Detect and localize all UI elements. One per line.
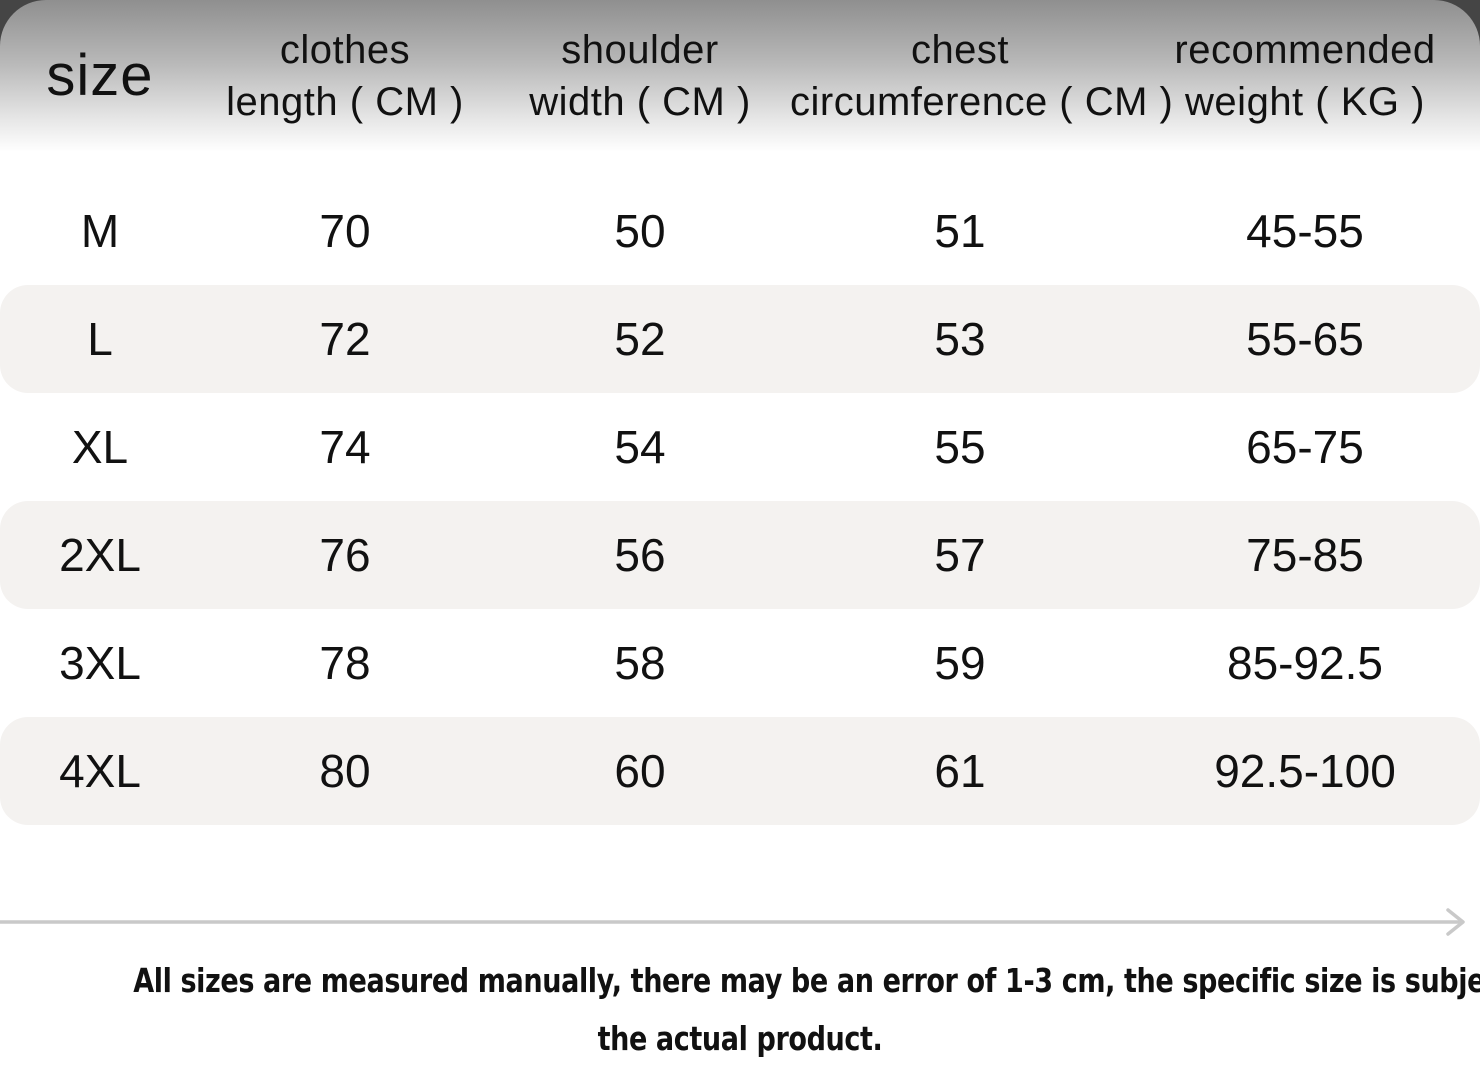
size-cell: 2XL [59,529,141,581]
weight-cell: 75-85 [1246,529,1364,581]
size-cell: M [80,205,120,257]
header-line: circumference ( CM ) [790,80,1174,124]
divider-arrow-line [0,908,1465,936]
clothes-length-cell: 70 [319,205,371,257]
header-line: recommended [1174,28,1436,72]
clothes-length-cell: 80 [319,745,371,797]
table-row: 4XL 80 60 61 92.5-100 [0,717,1480,825]
header-line: weight ( KG ) [1185,80,1425,124]
table-body: M 70 50 51 45-55 L 72 52 53 55-65 XL 74 … [0,177,1480,825]
chest-cell: 51 [934,205,986,257]
column-header-clothes-length: clothes length ( CM ) [200,24,490,128]
weight-cell: 55-65 [1246,313,1364,365]
size-cell: 4XL [59,745,141,797]
header-line: chest [910,28,1010,72]
weight-cell: 45-55 [1246,205,1364,257]
size-cell: L [87,313,113,365]
column-header-chest-circumference: chest circumference ( CM ) [790,24,1174,128]
column-header-shoulder-width: shoulder width ( CM ) [490,24,790,128]
shoulder-width-cell: 52 [614,313,666,365]
table-row: 3XL 78 58 59 85-92.5 [0,609,1480,717]
shoulder-width-cell: 54 [614,421,666,473]
clothes-length-cell: 76 [319,529,371,581]
note-line-2: the actual product. [597,1019,883,1058]
column-header-recommended-weight: recommended weight ( KG ) [1130,24,1480,128]
header-line: clothes [279,28,411,72]
note-line-1: All sizes are measured manually, there m… [133,961,1480,1000]
clothes-length-cell: 72 [319,313,371,365]
header-line: length ( CM ) [226,80,464,124]
shoulder-width-cell: 50 [614,205,666,257]
table-row: XL 74 54 55 65-75 [0,393,1480,501]
clothes-length-cell: 78 [319,637,371,689]
chest-cell: 57 [934,529,986,581]
column-header-size: size [46,43,154,108]
measurement-note: All sizes are measured manually, there m… [0,952,1480,1068]
clothes-length-cell: 74 [319,421,371,473]
table-header: size clothes length ( CM ) shoulder widt… [0,0,1480,152]
weight-cell: 92.5-100 [1214,745,1396,797]
table-row: M 70 50 51 45-55 [0,177,1480,285]
shoulder-width-cell: 56 [614,529,666,581]
chest-cell: 53 [934,313,986,365]
size-cell: XL [71,421,129,473]
shoulder-width-cell: 60 [614,745,666,797]
shoulder-width-cell: 58 [614,637,666,689]
header-line: width ( CM ) [529,80,751,124]
chest-cell: 61 [934,745,986,797]
chest-cell: 59 [934,637,986,689]
table-row: L 72 52 53 55-65 [0,285,1480,393]
header-line: shoulder [561,28,719,72]
chest-cell: 55 [934,421,986,473]
size-cell: 3XL [59,637,141,689]
weight-cell: 85-92.5 [1226,637,1383,689]
table-row: 2XL 76 56 57 75-85 [0,501,1480,609]
weight-cell: 65-75 [1246,421,1364,473]
